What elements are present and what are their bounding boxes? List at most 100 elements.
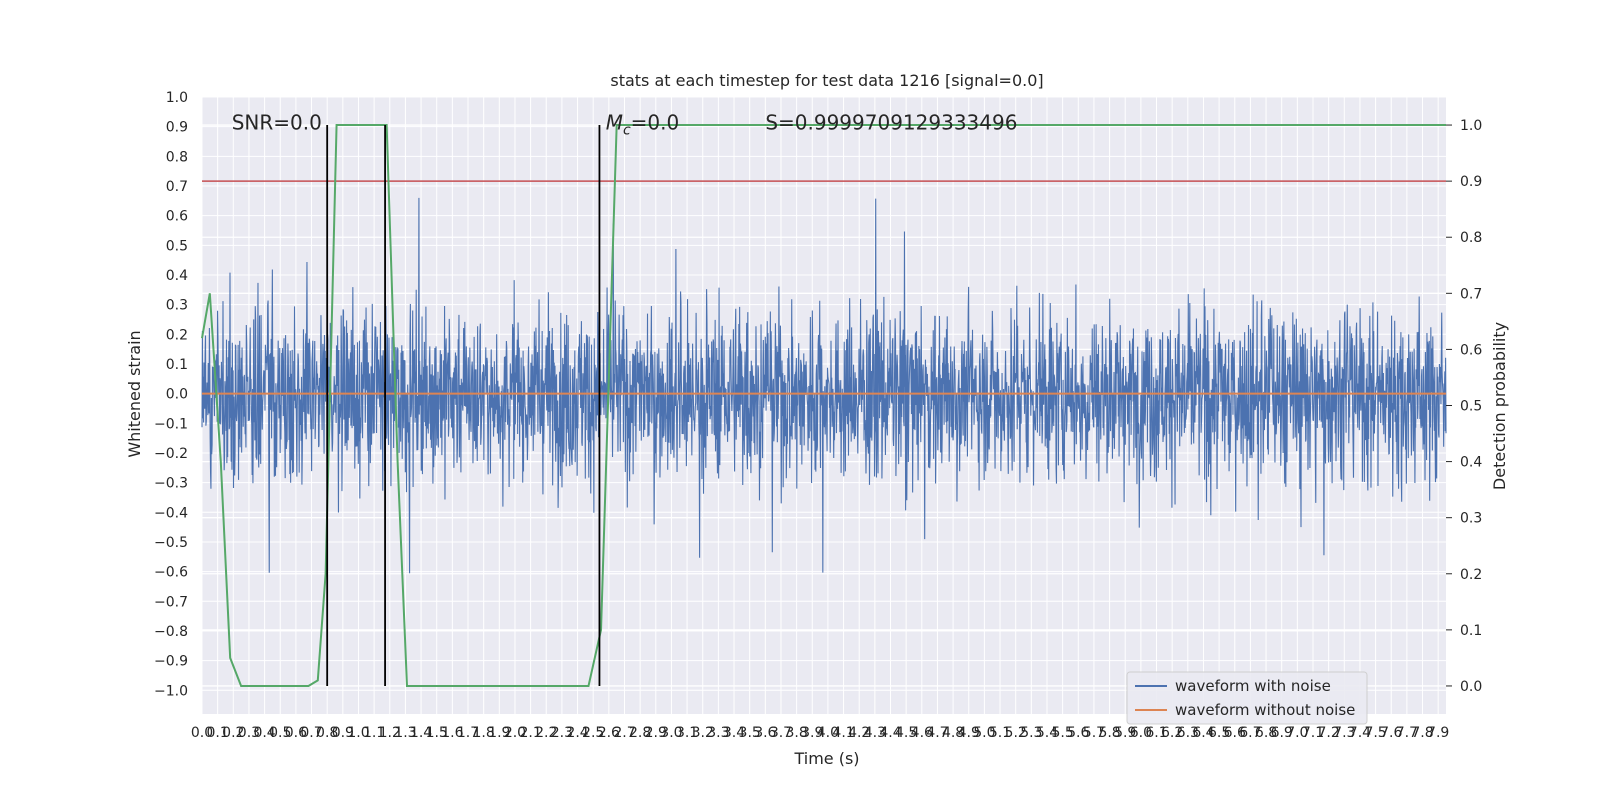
x-tick-label: 1.1 [363,725,385,741]
x-tick-label: 3.8 [785,725,807,741]
x-tick-label: 1.4 [410,725,432,741]
x-tick-label: 4.1 [832,725,854,741]
y-left-tick-label: −0.5 [154,535,188,551]
y-left-tick-label: 1.0 [166,90,188,106]
x-tick-label: 0.4 [253,725,275,741]
y-left-tick-labels: 1.0 0.9 0.8 0.7 0.6 0.5 0.4 0.3 0.2 0.1 0.0 −0.1 −0.… [154,90,188,699]
x-tick-label: 6.2 [1161,725,1183,741]
x-tick-label: 2.2 [535,725,557,741]
x-tick-label: 0.9 [332,725,354,741]
annotations: SNR=0.0 S=0.9999709129333496 Mc=0.0 [232,111,1018,139]
x-tick-label: 7.8 [1411,725,1433,741]
x-tick-label: 3.3 [707,725,729,741]
mc-annotation: Mc=0.0 [606,111,680,139]
x-tick-label: 5.1 [989,725,1011,741]
x-tick-label: 6.5 [1208,725,1230,741]
y-left-tick-label: 0.6 [166,209,188,225]
x-tick-label: 4.9 [958,725,980,741]
x-tick-label: 3.2 [692,725,714,741]
x-tick-label: 0.3 [238,725,260,741]
x-tick-label: 0.8 [316,725,338,741]
x-axis-label: Time (s) [793,749,859,768]
x-tick-label: 2.0 [504,725,526,741]
x-tick-label: 2.6 [598,725,620,741]
y-right-tick-label: 0.9 [1460,174,1482,190]
x-tick-label: 3.6 [754,725,776,741]
x-tick-label: 4.7 [926,725,948,741]
x-tick-label: 3.4 [723,725,745,741]
y-right-tick-label: 0.6 [1460,342,1482,358]
x-tick-label: 1.5 [426,725,448,741]
x-tick-label: 6.9 [1271,725,1293,741]
x-tick-label: 0.6 [285,725,307,741]
x-tick-label: 3.7 [770,725,792,741]
x-tick-label: 0.1 [207,725,229,741]
x-tick-label: 5.2 [1005,725,1027,741]
x-tick-label: 5.9 [1114,725,1136,741]
y-right-tick-label: 0.1 [1460,623,1482,639]
x-tick-label: 1.8 [473,725,495,741]
x-tick-label: 2.9 [645,725,667,741]
y-left-tick-label: −0.6 [154,565,188,581]
y-left-tick-label: 0.7 [166,179,188,195]
x-tick-label: 5.6 [1067,725,1089,741]
y-left-tick-label: 0.8 [166,149,188,165]
y-left-tick-label: −0.4 [154,505,188,521]
x-tick-label: 4.8 [942,725,964,741]
y-left-tick-label: −0.1 [154,416,188,432]
x-tick-label: 3.9 [801,725,823,741]
y-left-tick-label: 0.3 [166,298,188,314]
x-tick-label: 7.2 [1318,725,1340,741]
x-tick-label: 6.1 [1145,725,1167,741]
x-tick-label: 4.6 [911,725,933,741]
y-left-tick-label: −0.3 [154,476,188,492]
y-right-tick-label: 0.5 [1460,399,1482,415]
x-tick-label: 0.0 [191,725,213,741]
y-right-tick-label: 0.4 [1460,455,1482,471]
y-left-tick-label: 0.4 [166,268,188,284]
x-tick-label: 4.4 [879,725,901,741]
x-tick-label: 6.8 [1255,725,1277,741]
mc-value: =0.0 [631,111,680,135]
x-tick-label: 2.4 [566,725,588,741]
annotation-text: SNR=0.0 [232,111,322,135]
x-tick-label: 7.1 [1302,725,1324,741]
x-tick-label: 2.5 [582,725,604,741]
y-left-tick-label: 0.9 [166,120,188,136]
legend: waveform with noise waveform without noi… [1126,671,1368,725]
legend-label-clean: waveform without noise [1175,701,1355,719]
y-left-tick-label: 0.2 [166,327,188,343]
x-tick-label: 4.2 [848,725,870,741]
x-tick-label: 1.7 [457,725,479,741]
y-left-tick-label: −1.0 [154,683,188,699]
detection-probability-line [201,124,1446,687]
x-tick-label: 5.5 [1051,725,1073,741]
x-tick-label: 5.8 [1098,725,1120,741]
x-tick-label: 5.0 [973,725,995,741]
x-tick-label: 6.4 [1192,725,1214,741]
y-left-tick-label: −0.8 [154,624,188,640]
mc-symbol: M [606,111,623,135]
x-tick-label: 7.9 [1427,725,1449,741]
x-tick-label: 3.1 [676,725,698,741]
x-tick-label: 7.0 [1286,725,1308,741]
y-left-tick-label: −0.7 [154,594,188,610]
x-tick-label: 7.4 [1349,725,1371,741]
y-left-tick-label: 0.5 [166,238,188,254]
x-tick-label: 0.7 [300,725,322,741]
x-tick-label: 0.2 [222,725,244,741]
y-right-tick-label: 0.8 [1460,230,1482,246]
x-tick-label: 5.4 [1036,725,1058,741]
y-axis-label-left: Whitened strain [125,330,144,457]
x-tick-label: 3.0 [660,725,682,741]
x-tick-label: 7.5 [1364,725,1386,741]
chart-title: stats at each timestep for test data 121… [610,71,1043,90]
x-tick-label: 4.5 [895,725,917,741]
x-tick-label: 6.3 [1177,725,1199,741]
x-tick-label: 0.5 [269,725,291,741]
y-right-tick-label: 0.2 [1460,567,1482,583]
x-tick-label: 3.5 [739,725,761,741]
noise-series [201,197,1447,574]
x-tick-label: 6.7 [1239,725,1261,741]
x-tick-label: 7.3 [1333,725,1355,741]
